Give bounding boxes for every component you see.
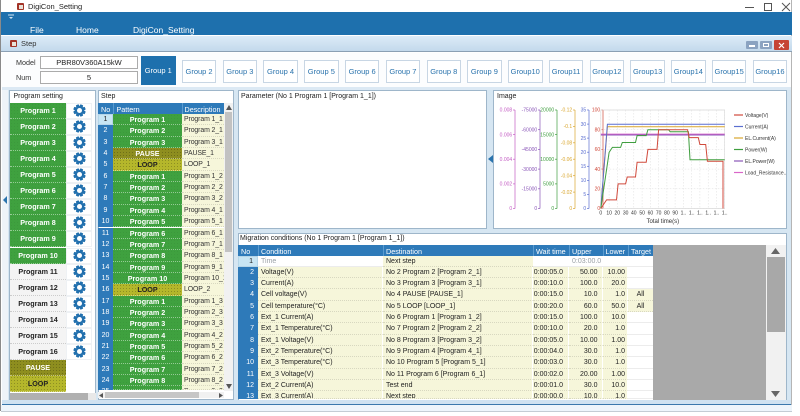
svg-text:Voltage(V): Voltage(V) xyxy=(745,113,769,119)
svg-text:5: 5 xyxy=(583,192,586,198)
svg-text:20000: 20000 xyxy=(540,108,554,114)
svg-text:60: 60 xyxy=(595,147,601,153)
svg-text:0.008: 0.008 xyxy=(500,108,513,114)
svg-text:10: 10 xyxy=(581,178,587,184)
svg-text:Power(W): Power(W) xyxy=(745,148,768,154)
svg-text:-75000: -75000 xyxy=(522,108,538,114)
svg-text:Current(A): Current(A) xyxy=(745,125,769,131)
svg-text:1..: 1.. xyxy=(722,211,728,217)
svg-text:-0.1: -0.1 xyxy=(564,124,573,130)
svg-text:EL.Power(W): EL.Power(W) xyxy=(745,159,775,165)
svg-text:35: 35 xyxy=(581,108,587,114)
svg-text:Total time(s): Total time(s) xyxy=(646,219,679,225)
svg-text:90: 90 xyxy=(672,211,678,217)
svg-text:1..: 1.. xyxy=(714,211,720,217)
svg-text:80: 80 xyxy=(595,127,601,133)
svg-text:0: 0 xyxy=(583,206,586,212)
svg-text:30: 30 xyxy=(623,211,629,217)
svg-text:0.004: 0.004 xyxy=(500,157,513,163)
svg-text:EL.Current(A): EL.Current(A) xyxy=(745,136,776,142)
svg-text:40: 40 xyxy=(631,211,637,217)
svg-text:20: 20 xyxy=(581,150,587,156)
svg-text:40: 40 xyxy=(595,167,601,173)
svg-text:5000: 5000 xyxy=(543,182,554,188)
svg-text:100: 100 xyxy=(592,108,601,114)
svg-text:Load_Resistance..: Load_Resistance.. xyxy=(745,171,786,177)
svg-text:-60000: -60000 xyxy=(522,127,538,133)
svg-text:1..: 1.. xyxy=(705,211,711,217)
svg-text:0: 0 xyxy=(599,211,602,217)
svg-text:50: 50 xyxy=(639,211,645,217)
svg-text:30: 30 xyxy=(581,122,587,128)
svg-text:-0.12: -0.12 xyxy=(561,108,573,114)
svg-text:80: 80 xyxy=(664,211,670,217)
svg-text:1..: 1.. xyxy=(689,211,695,217)
svg-text:-0.04: -0.04 xyxy=(561,173,573,179)
svg-text:0.002: 0.002 xyxy=(500,182,513,188)
svg-text:20: 20 xyxy=(595,187,601,193)
svg-text:60: 60 xyxy=(648,211,654,217)
svg-text:70: 70 xyxy=(656,211,662,217)
svg-text:0: 0 xyxy=(509,206,512,212)
svg-text:1..: 1.. xyxy=(697,211,703,217)
svg-text:25: 25 xyxy=(581,136,587,142)
svg-text:-30000: -30000 xyxy=(522,167,538,173)
svg-text:-15000: -15000 xyxy=(522,187,538,193)
svg-text:-0.06: -0.06 xyxy=(561,157,573,163)
svg-text:15000: 15000 xyxy=(540,132,554,138)
svg-text:15: 15 xyxy=(581,164,587,170)
svg-text:-0.08: -0.08 xyxy=(561,141,573,147)
svg-text:-0.02: -0.02 xyxy=(561,190,573,196)
svg-text:0.006: 0.006 xyxy=(500,132,513,138)
svg-text:10: 10 xyxy=(606,211,612,217)
svg-text:0: 0 xyxy=(551,206,554,212)
svg-text:1..: 1.. xyxy=(681,211,687,217)
svg-text:0: 0 xyxy=(569,206,572,212)
svg-text:-45000: -45000 xyxy=(522,147,538,153)
svg-text:0: 0 xyxy=(597,206,600,212)
svg-text:0: 0 xyxy=(534,206,537,212)
svg-text:20: 20 xyxy=(615,211,621,217)
svg-text:10000: 10000 xyxy=(540,157,554,163)
